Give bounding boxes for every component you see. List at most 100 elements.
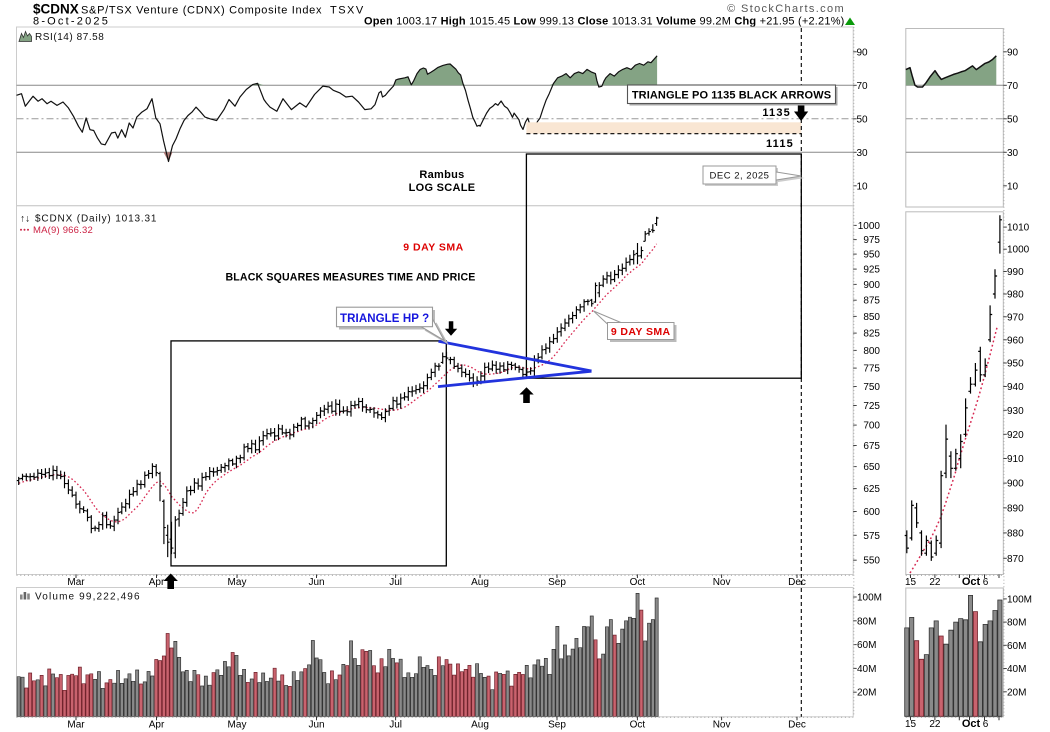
svg-text:Nov: Nov [713, 577, 731, 588]
svg-text:800: 800 [863, 346, 880, 357]
svg-text:8-Oct-2025: 8-Oct-2025 [33, 16, 110, 28]
svg-text:940: 940 [1007, 382, 1024, 393]
svg-text:890: 890 [1007, 503, 1024, 514]
svg-text:Mar: Mar [67, 719, 85, 730]
svg-text:750: 750 [863, 382, 880, 393]
svg-text:950: 950 [1007, 359, 1024, 370]
svg-text:50: 50 [857, 114, 869, 125]
svg-text:60M: 60M [857, 640, 876, 651]
svg-text:Sep: Sep [548, 577, 566, 588]
svg-text:BLACK SQUARES MEASURES TIME AN: BLACK SQUARES MEASURES TIME AND PRICE [225, 272, 475, 284]
svg-text:22: 22 [929, 719, 941, 730]
svg-text:Jun: Jun [308, 577, 324, 588]
svg-text:Oct: Oct [630, 577, 646, 588]
svg-text:30: 30 [1007, 148, 1019, 159]
svg-text:Oct: Oct [630, 719, 646, 730]
svg-text:RSI(14) 87.58: RSI(14) 87.58 [35, 32, 104, 43]
svg-text:30: 30 [857, 148, 869, 159]
svg-text:990: 990 [1007, 267, 1024, 278]
svg-text:700: 700 [863, 421, 880, 432]
svg-text:↑↓: ↑↓ [20, 214, 30, 225]
svg-text:Jul: Jul [389, 577, 402, 588]
svg-text:Dec: Dec [788, 719, 806, 730]
svg-text:Jul: Jul [389, 719, 402, 730]
svg-text:S&P/TSX Venture (CDNX) Composi: S&P/TSX Venture (CDNX) Composite Index [81, 5, 322, 17]
svg-text:70: 70 [1007, 81, 1019, 92]
svg-text:20M: 20M [1007, 687, 1026, 698]
svg-text:Apr: Apr [149, 577, 165, 588]
svg-text:10: 10 [1007, 181, 1019, 192]
svg-text:40M: 40M [1007, 664, 1026, 675]
svg-text:1010: 1010 [1007, 223, 1030, 234]
svg-text:825: 825 [863, 329, 880, 340]
svg-text:$CDNX (Daily) 1013.31: $CDNX (Daily) 1013.31 [35, 214, 157, 225]
svg-text:675: 675 [863, 441, 880, 452]
svg-text:575: 575 [863, 531, 880, 542]
svg-text:1000: 1000 [858, 221, 881, 232]
svg-text:9 DAY SMA: 9 DAY SMA [611, 326, 671, 338]
svg-text:910: 910 [1007, 454, 1024, 465]
svg-text:DEC 2, 2025: DEC 2, 2025 [710, 171, 770, 182]
svg-text:775: 775 [863, 364, 880, 375]
svg-text:Aug: Aug [471, 719, 489, 730]
svg-text:Aug: Aug [471, 577, 489, 588]
svg-text:$CDNX: $CDNX [33, 2, 79, 17]
svg-text:6: 6 [983, 577, 989, 588]
svg-text:920: 920 [1007, 430, 1024, 441]
svg-text:60M: 60M [1007, 641, 1026, 652]
svg-text:1000: 1000 [1007, 245, 1030, 256]
svg-text:15: 15 [905, 577, 917, 588]
svg-text:625: 625 [863, 484, 880, 495]
svg-text:Nov: Nov [713, 719, 731, 730]
svg-text:MA(9) 966.32: MA(9) 966.32 [33, 225, 93, 236]
svg-text:10: 10 [857, 181, 869, 192]
svg-text:975: 975 [863, 235, 880, 246]
svg-text:May: May [228, 719, 247, 730]
svg-text:Oct: Oct [962, 718, 981, 730]
svg-text:875: 875 [863, 296, 880, 307]
svg-text:50: 50 [1007, 114, 1019, 125]
svg-text:Oct: Oct [962, 576, 981, 588]
svg-text:925: 925 [863, 265, 880, 276]
svg-text:TSXV: TSXV [330, 5, 365, 17]
svg-text:22: 22 [929, 577, 941, 588]
svg-text:9 DAY SMA: 9 DAY SMA [403, 242, 464, 254]
svg-text:70: 70 [857, 81, 869, 92]
svg-text:980: 980 [1007, 290, 1024, 301]
svg-text:900: 900 [863, 280, 880, 291]
svg-text:100M: 100M [857, 593, 882, 604]
svg-text:90: 90 [1007, 47, 1019, 58]
svg-text:TRIANGLE HP ?: TRIANGLE HP ? [340, 313, 429, 325]
svg-text:Mar: Mar [67, 577, 85, 588]
svg-text:725: 725 [863, 401, 880, 412]
svg-text:Dec: Dec [788, 577, 806, 588]
svg-text:6: 6 [983, 719, 989, 730]
svg-text:90: 90 [857, 47, 869, 58]
svg-text:© StockCharts.com: © StockCharts.com [727, 3, 845, 15]
svg-text:870: 870 [1007, 554, 1024, 565]
svg-text:850: 850 [863, 312, 880, 323]
svg-text:650: 650 [863, 462, 880, 473]
svg-text:880: 880 [1007, 528, 1024, 539]
svg-text:960: 960 [1007, 335, 1024, 346]
svg-text:LOG SCALE: LOG SCALE [409, 182, 476, 194]
svg-text:1115: 1115 [766, 138, 794, 150]
svg-text:1135: 1135 [762, 107, 791, 119]
svg-text:100M: 100M [1007, 594, 1032, 605]
svg-text:Jun: Jun [308, 719, 324, 730]
svg-text:May: May [228, 577, 247, 588]
svg-text:Rambus: Rambus [419, 169, 464, 181]
svg-text:Apr: Apr [149, 719, 165, 730]
svg-text:80M: 80M [1007, 618, 1026, 629]
svg-text:950: 950 [863, 250, 880, 261]
svg-text:550: 550 [863, 556, 880, 567]
svg-text:20M: 20M [857, 688, 876, 699]
svg-text:Open 1003.17 High 1015.45 Low: Open 1003.17 High 1015.45 Low 999.13 Clo… [364, 16, 845, 28]
svg-text:15: 15 [905, 719, 917, 730]
svg-text:40M: 40M [857, 664, 876, 675]
svg-text:900: 900 [1007, 479, 1024, 490]
svg-text:930: 930 [1007, 406, 1024, 417]
svg-text:80M: 80M [857, 616, 876, 627]
svg-text:TRIANGLE PO 1135 BLACK ARROWS: TRIANGLE PO 1135 BLACK ARROWS [632, 90, 831, 102]
svg-text:600: 600 [863, 507, 880, 518]
